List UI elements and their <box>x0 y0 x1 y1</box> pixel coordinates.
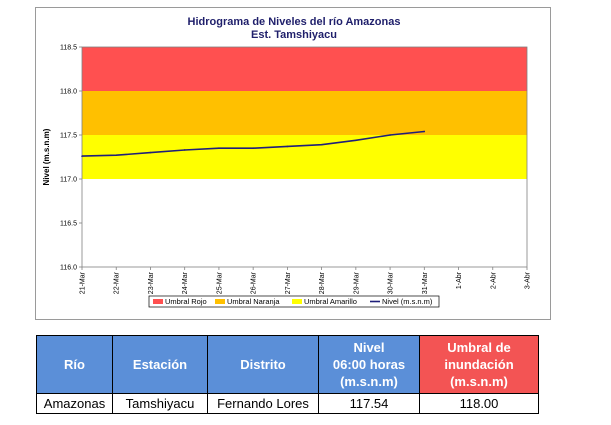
header-umbral: Umbral de inundación (m.s.n.m) <box>419 335 539 394</box>
x-tick-label: 3-Abr <box>525 271 532 289</box>
y-tick-label: 117.5 <box>60 133 77 140</box>
band-umbral-naranja <box>82 91 527 135</box>
cell-distrito: Fernando Lores <box>207 393 319 414</box>
header-line: Estación <box>132 357 188 372</box>
x-tick-label: 28-Mar <box>319 271 326 294</box>
data-point <box>115 154 118 157</box>
header-rio: Río <box>36 335 113 394</box>
x-tick-label: 1-Abr <box>456 271 463 289</box>
header-line: Umbral de <box>447 340 511 355</box>
legend-swatch <box>292 299 302 304</box>
legend-label: Umbral Amarillo <box>304 297 357 306</box>
band-umbral-amarillo <box>82 135 527 179</box>
y-tick-label: 116.5 <box>60 221 77 228</box>
data-point <box>218 147 220 149</box>
x-tick-label: 22-Mar <box>114 271 121 294</box>
y-tick-label: 117.0 <box>60 177 77 184</box>
x-tick-label: 29-Mar <box>353 271 360 294</box>
x-tick-label: 23-Mar <box>148 271 155 294</box>
y-tick-label: 118.5 <box>60 45 77 52</box>
header-line: inundación <box>444 357 514 372</box>
header-line: (m.s.n.m) <box>340 374 398 389</box>
header-distrito: Distrito <box>207 335 319 394</box>
data-point <box>423 130 426 133</box>
header-estacion: Estación <box>112 335 208 394</box>
hydrograph-chart: Hidrograma de Niveles del río AmazonasEs… <box>42 16 532 308</box>
x-tick-label: 27-Mar <box>285 271 292 294</box>
chart-subtitle: Est. Tamshiyacu <box>251 29 337 41</box>
cell-estacion: Tamshiyacu <box>112 393 208 414</box>
legend-label: Umbral Rojo <box>165 297 207 306</box>
data-point <box>252 147 254 149</box>
x-tick-label: 31-Mar <box>422 271 429 294</box>
cell-umbral: 118.00 <box>419 393 539 414</box>
legend-swatch <box>215 299 225 304</box>
x-tick-label: 24-Mar <box>182 271 189 294</box>
plot-area <box>81 46 528 268</box>
data-point <box>149 151 152 154</box>
table-header-row: Río Estación Distrito Nivel 06:00 horas (m… <box>36 335 539 394</box>
x-tick-label: 21-Mar <box>80 271 87 294</box>
legend-swatch <box>153 299 163 304</box>
band-umbral-rojo <box>82 47 527 91</box>
station-table: Río Estación Distrito Nivel 06:00 horas (m… <box>36 335 539 414</box>
header-nivel: Nivel 06:00 horas (m.s.n.m) <box>318 335 420 394</box>
data-point <box>183 149 186 151</box>
x-tick-label: 25-Mar <box>216 271 223 294</box>
header-line: Río <box>64 357 85 372</box>
header-line: (m.s.n.m) <box>450 374 508 389</box>
data-point <box>286 145 289 148</box>
x-tick-label: 2-Abr <box>490 271 497 289</box>
chart-frame: Hidrograma de Niveles del río Amazonas Es… <box>35 7 551 320</box>
data-point <box>389 134 391 136</box>
table-row: Amazonas Tamshiyacu Fernando Lores 117.5… <box>36 393 539 414</box>
legend-label: Umbral Naranja <box>227 297 280 306</box>
data-point <box>81 155 83 157</box>
y-tick-label: 116.0 <box>60 265 77 272</box>
data-point <box>320 143 323 146</box>
legend-label: Nivel (m.s.n.m) <box>382 297 433 306</box>
data-point <box>355 139 357 142</box>
x-tick-label: 30-Mar <box>388 271 395 294</box>
y-tick-label: 118.0 <box>60 89 77 96</box>
header-line: Nivel <box>353 340 385 355</box>
chart-title: Hidrograma de Niveles del río Amazonas <box>188 16 401 28</box>
header-line: 06:00 horas <box>332 357 406 372</box>
cell-rio: Amazonas <box>36 393 113 414</box>
cell-nivel: 117.54 <box>318 393 420 414</box>
y-axis-label: Nivel (m.s.n.m) <box>42 128 51 185</box>
x-tick-label: 26-Mar <box>251 271 258 294</box>
header-line: Distrito <box>240 357 286 372</box>
